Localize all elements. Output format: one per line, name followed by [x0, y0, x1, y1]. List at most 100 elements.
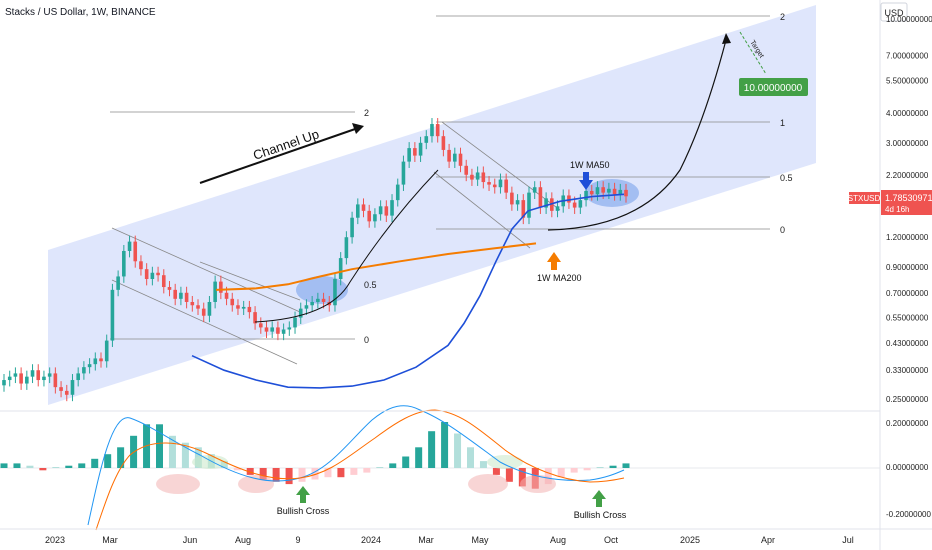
time-tick-label: May [471, 535, 489, 545]
macd-line [87, 405, 625, 526]
candle [338, 252, 343, 286]
candle-body [572, 202, 577, 208]
price-tick-label: 4.00000000 [886, 109, 929, 118]
candle-body [13, 373, 18, 377]
candle-body [167, 287, 172, 290]
candle [196, 299, 200, 316]
candle [390, 194, 394, 222]
ma200-line [215, 242, 537, 291]
candle [361, 198, 366, 218]
candle [87, 358, 92, 374]
candle [612, 182, 617, 201]
currency-button[interactable] [880, 2, 908, 22]
candle-body [481, 172, 486, 183]
macd-hist-bar [233, 468, 241, 471]
candle-body [19, 373, 23, 384]
candle-body [213, 281, 217, 302]
candle-body [390, 200, 394, 216]
candle [59, 381, 63, 398]
macd-hist-bar [156, 424, 163, 468]
candle-body [589, 190, 594, 195]
candle [464, 159, 469, 182]
candle-body [487, 182, 491, 185]
chart-title: Stacks / US Dollar, 1W, BINANCE [5, 7, 156, 18]
candle [116, 270, 120, 297]
candle-body [578, 200, 583, 208]
candle-body [567, 195, 571, 203]
macd-hist-bar [104, 454, 112, 468]
currency-label: USD [884, 8, 904, 18]
candle [104, 334, 109, 368]
time-tick-label: Mar [102, 535, 118, 545]
candle [395, 178, 400, 207]
macd-bottom-highlight-3 [468, 474, 508, 494]
candle [156, 266, 160, 282]
candle [401, 155, 406, 191]
macd-hist-bar [622, 463, 630, 468]
candle-body [595, 187, 600, 195]
candle [321, 292, 326, 309]
candle-body [116, 276, 120, 290]
candle-body [521, 200, 526, 218]
fib-lower [110, 111, 355, 340]
candle [589, 184, 594, 201]
fib-lower-2-label: 2 [364, 108, 369, 118]
candle-body [25, 376, 29, 384]
descending-channel-1 [111, 227, 301, 365]
price-tick-label: 0.70000000 [886, 289, 929, 298]
candle-body [150, 272, 155, 279]
candle [532, 181, 537, 200]
candle-body [87, 364, 92, 368]
candle-body [241, 306, 246, 309]
candle [161, 269, 166, 294]
candle [298, 302, 303, 324]
candle [42, 370, 46, 387]
candle-body [430, 124, 434, 137]
candle [7, 370, 12, 387]
macd-hist-bar [402, 456, 410, 468]
channel-up-band [48, 5, 816, 405]
candle-body [281, 329, 286, 334]
candle [430, 118, 434, 143]
macd-hist-bar [389, 463, 397, 468]
candle [241, 300, 246, 316]
candle-body [230, 298, 235, 306]
macd-hist-bar [272, 468, 280, 482]
price-tick-label: 2.20000000 [886, 171, 929, 180]
candle [25, 370, 29, 390]
ma50-line [191, 193, 625, 389]
candle-body [173, 289, 177, 299]
candle-body [179, 292, 183, 299]
candle [110, 283, 115, 347]
candle [253, 306, 257, 330]
candle [219, 275, 223, 300]
macd-hist-bar [596, 467, 604, 468]
candle [458, 147, 463, 173]
candle [453, 147, 457, 168]
candle [70, 374, 75, 402]
macd-hist-bar [246, 468, 254, 475]
candle [36, 364, 41, 387]
macd-hist-bar [311, 468, 319, 480]
candle-body [453, 153, 457, 162]
ma50-arrow [579, 172, 593, 190]
candle-body [258, 323, 263, 328]
candle [173, 283, 177, 306]
macd-hist-bar [26, 465, 34, 468]
macd-hist-bar [324, 468, 332, 478]
candle [492, 178, 497, 194]
candle [498, 173, 503, 194]
time-tick-label: Aug [235, 535, 251, 545]
macd-hist-bar [505, 468, 513, 482]
macd-hist-bar [181, 442, 189, 468]
ma50-label: 1W MA50 [570, 160, 610, 170]
candle [344, 231, 349, 265]
price-tick-label: 0.55000000 [886, 314, 929, 323]
macd-bottom-highlight-2 [238, 475, 274, 493]
symbol-tag [849, 192, 880, 204]
candle [139, 255, 143, 276]
candle-body [350, 217, 354, 238]
candle-body [196, 305, 200, 309]
time-tick-label: 2024 [361, 535, 381, 545]
candle [578, 194, 583, 214]
